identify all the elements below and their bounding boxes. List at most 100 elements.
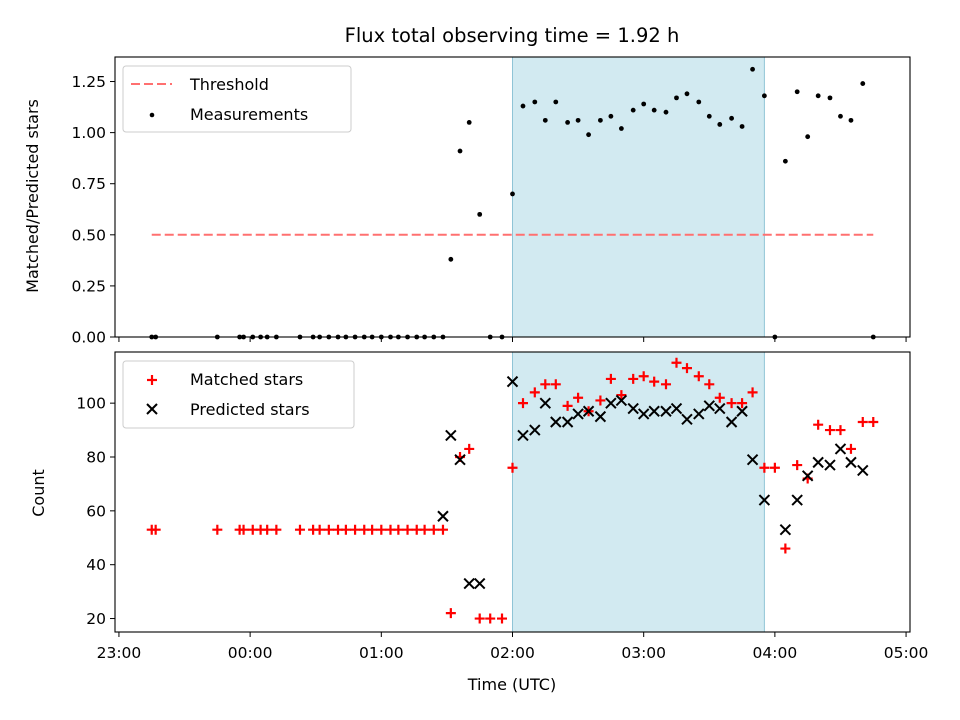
- matched-star-point: [402, 524, 413, 535]
- measurement-point: [848, 117, 854, 123]
- matched-star-point: [419, 524, 430, 535]
- predicted-star-point: [539, 397, 552, 409]
- measurement-point: [860, 81, 866, 86]
- matched-star-point: [693, 371, 704, 382]
- measurement-point: [729, 115, 734, 121]
- matched-star-point: [497, 613, 508, 624]
- measurement-point: [448, 256, 454, 262]
- legend-matched-label: Matched stars: [190, 370, 303, 389]
- bottom-legend-box: [122, 360, 355, 429]
- predicted-star-point: [594, 410, 607, 423]
- matched-star-point: [445, 608, 456, 619]
- legend-matched-swatch: [147, 375, 157, 385]
- predicted-star-point: [714, 402, 726, 415]
- bottom-axes-frame: [114, 351, 911, 633]
- bottom-y-axis-label: Count: [29, 469, 48, 517]
- measurement-point: [684, 91, 690, 97]
- matched-star-point: [671, 357, 682, 368]
- measurement-point: [630, 107, 636, 113]
- y-tick-label: 100: [76, 395, 106, 413]
- predicted-star-point: [437, 510, 449, 522]
- measurement-point: [663, 109, 669, 115]
- y-tick-label: 1.25: [71, 73, 106, 91]
- observing-window-shade: [512, 56, 765, 338]
- predicted-star-point: [845, 456, 857, 469]
- matched-star-point: [792, 460, 803, 471]
- y-tick-label: 40: [86, 556, 106, 574]
- measurement-point: [597, 117, 603, 123]
- matched-star-point: [550, 379, 561, 390]
- matched-star-point: [529, 387, 540, 398]
- matched-star-point: [628, 373, 639, 384]
- predicted-star-point: [517, 429, 529, 442]
- predicted-star-point: [791, 494, 803, 506]
- y-tick-label: 1.00: [71, 124, 106, 142]
- measurement-point: [542, 117, 548, 123]
- matched-star-point: [726, 398, 737, 409]
- legend-measurements-swatch: [149, 112, 155, 118]
- predicted-star-point: [681, 413, 693, 426]
- matched-star-point: [367, 524, 378, 535]
- matched-star-point: [660, 379, 671, 390]
- predicted-star-point: [648, 405, 660, 417]
- matched-star-point: [474, 613, 485, 624]
- predicted-star-point: [605, 397, 617, 409]
- y-tick-label: 0.00: [71, 329, 106, 347]
- predicted-star-point: [506, 375, 519, 388]
- matched-star-point: [464, 443, 475, 454]
- measurement-point: [782, 158, 788, 164]
- matched-star-point: [769, 462, 780, 473]
- predicted-star-point: [857, 464, 869, 477]
- matched-star-point: [562, 400, 573, 411]
- measurement-point: [477, 211, 483, 217]
- measurement-point: [618, 126, 624, 131]
- matched-star-point: [824, 425, 835, 436]
- matched-star-point: [323, 524, 334, 535]
- matched-star-point: [393, 524, 404, 535]
- predicted-star-point: [824, 459, 836, 471]
- measurement-point: [838, 113, 843, 119]
- x-tick-label: 04:00: [753, 644, 798, 662]
- top-y-axis-label: Matched/Predicted stars: [23, 99, 42, 293]
- measurement-point: [565, 120, 570, 125]
- matched-star-point: [271, 524, 282, 535]
- measurement-point: [457, 148, 463, 154]
- x-tick-label: 01:00: [359, 644, 404, 662]
- predicted-star-point: [454, 453, 466, 466]
- predicted-star-point: [637, 408, 650, 420]
- x-tick-label: 23:00: [97, 644, 142, 662]
- y-tick-label: 0.75: [71, 175, 106, 193]
- predicted-star-point: [615, 394, 628, 407]
- bottom-y-ticks: 20 40 60 80 100: [76, 395, 115, 628]
- predicted-star-point: [550, 416, 562, 428]
- predicted-star-point: [746, 453, 759, 466]
- matched-star-point: [649, 376, 660, 387]
- predicted-star-point: [812, 456, 824, 469]
- matched-star-point: [428, 524, 439, 535]
- x-axis-label: Time (UTC): [467, 675, 556, 694]
- matched-star-point: [704, 379, 715, 390]
- x-tick-label: 03:00: [621, 644, 666, 662]
- predicted-star-point: [572, 408, 584, 420]
- matched-star-point: [507, 462, 518, 473]
- measurement-point: [717, 122, 723, 127]
- predicted-star-point: [627, 402, 639, 415]
- matched-star-point: [813, 419, 824, 430]
- matched-star-point: [737, 398, 748, 409]
- matched-star-point: [238, 524, 249, 535]
- matched-star-point: [517, 398, 528, 409]
- predicted-star-point: [463, 577, 475, 590]
- predicted-stars-points: [437, 375, 869, 590]
- bottom-legend: Matched stars Predicted stars: [122, 360, 355, 429]
- x-tick-label: 05:00: [884, 644, 929, 662]
- measurement-point: [553, 99, 559, 105]
- matched-star-point: [780, 543, 791, 554]
- measurement-point: [706, 113, 712, 119]
- matched-star-point: [485, 613, 496, 624]
- legend-measurements-label: Measurements: [190, 105, 308, 124]
- measurement-point: [651, 107, 657, 113]
- legend-threshold-label: Threshold: [189, 75, 269, 94]
- predicted-star-point: [582, 405, 595, 417]
- matched-star-point: [595, 395, 606, 406]
